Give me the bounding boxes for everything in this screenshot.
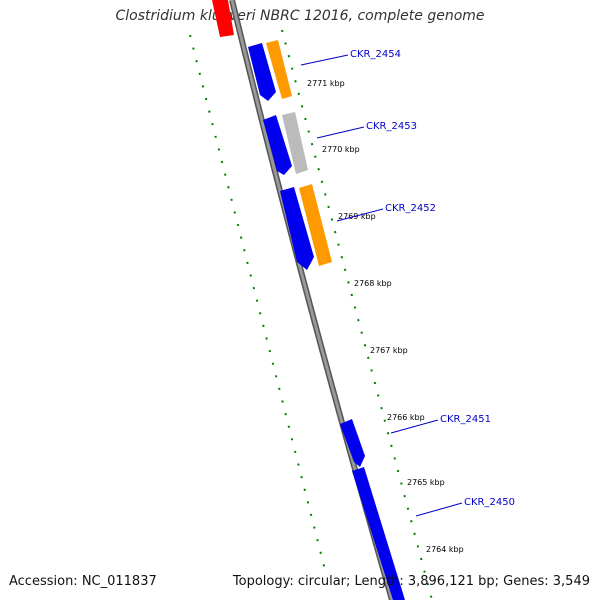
outer-tick-track <box>281 29 433 600</box>
gene-ckr-2453[interactable] <box>263 115 292 175</box>
kbp-label-2766: 2766 kbp <box>387 413 425 422</box>
orange-feature-1[interactable] <box>266 40 292 99</box>
red-feature[interactable] <box>212 0 234 37</box>
kbp-label-2769: 2769 kbp <box>338 212 376 221</box>
gene-ckr-2450[interactable] <box>352 467 405 600</box>
gene-label-ckr-2450[interactable]: CKR_2450 <box>464 497 515 508</box>
gene-ckr-2451[interactable] <box>340 419 365 467</box>
gene-label-ckr-2452[interactable]: CKR_2452 <box>385 203 436 214</box>
kbp-label-2765: 2765 kbp <box>407 478 445 487</box>
kbp-label-2764: 2764 kbp <box>426 545 464 554</box>
leader-ckr-2454 <box>300 54 349 66</box>
leader-ckr-2452 <box>336 208 384 222</box>
kbp-label-2771: 2771 kbp <box>307 79 345 88</box>
gene-label-ckr-2451[interactable]: CKR_2451 <box>440 414 491 425</box>
leader-ckr-2450 <box>415 502 463 517</box>
inner-tick-track <box>189 34 326 571</box>
kbp-label-2768: 2768 kbp <box>354 279 392 288</box>
orange-feature-2[interactable] <box>299 184 332 266</box>
kbp-label-2767: 2767 kbp <box>370 346 408 355</box>
leader-ckr-2453 <box>316 126 365 139</box>
gene-ckr-2452[interactable] <box>280 187 314 270</box>
accession-text: Accession: NC_011837 <box>9 574 157 589</box>
topology-text: Topology: circular; Length: 3,896,121 bp… <box>232 574 590 589</box>
gene-label-ckr-2454[interactable]: CKR_2454 <box>350 49 401 60</box>
gray-feature[interactable] <box>282 112 308 174</box>
map-title: Clostridium kluyveri NBRC 12016, complet… <box>115 8 485 24</box>
gene-ckr-2454[interactable] <box>248 43 276 101</box>
kbp-label-2770: 2770 kbp <box>322 145 360 154</box>
gene-label-ckr-2453[interactable]: CKR_2453 <box>366 121 417 132</box>
leader-ckr-2451 <box>390 419 439 434</box>
